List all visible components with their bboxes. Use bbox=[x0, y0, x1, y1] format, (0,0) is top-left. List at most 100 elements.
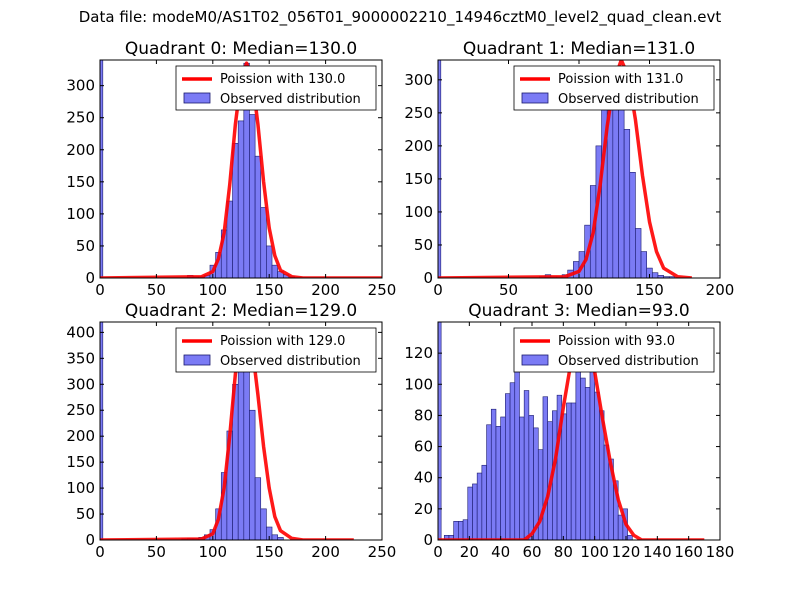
chart-title: Quadrant 1: Median=131.0 bbox=[463, 39, 695, 59]
histogram-bar bbox=[523, 390, 530, 540]
y-tick-label: 120 bbox=[404, 344, 433, 362]
x-tick-label: 150 bbox=[255, 281, 284, 299]
histogram-bar bbox=[627, 535, 633, 540]
y-tick-label: 50 bbox=[76, 237, 95, 255]
histogram-bar bbox=[589, 354, 595, 540]
poisson-curve bbox=[438, 60, 692, 278]
x-tick-label: 160 bbox=[674, 543, 703, 561]
x-tick-label: 140 bbox=[643, 543, 672, 561]
y-tick-label: 50 bbox=[76, 505, 95, 523]
x-tick-label: 100 bbox=[198, 543, 227, 561]
histogram-bar bbox=[490, 408, 497, 540]
histogram-bar bbox=[537, 449, 544, 540]
legend-label-poisson: Poission with 130.0 bbox=[220, 72, 345, 87]
histogram-bar bbox=[260, 508, 267, 540]
y-tick-label: 100 bbox=[66, 479, 95, 497]
histogram-bar bbox=[254, 477, 262, 540]
page-title: Data file: modeM0/AS1T02_056T01_90000022… bbox=[78, 8, 722, 26]
x-tick-label: 50 bbox=[147, 543, 166, 561]
histogram-bar bbox=[260, 207, 267, 278]
histogram-bar bbox=[509, 382, 516, 540]
histogram-bar bbox=[561, 413, 567, 540]
y-tick-label: 200 bbox=[404, 137, 433, 155]
legend-label-observed: Observed distribution bbox=[558, 354, 699, 369]
y-tick-label: 250 bbox=[66, 401, 95, 419]
quadrant-1-chart: 0 50 100 150 200 0 50 100 150 200 250 300 Quadrant 1… bbox=[404, 39, 734, 299]
y-tick-label: 250 bbox=[404, 104, 433, 122]
legend-label-observed: Observed distribution bbox=[220, 354, 361, 369]
y-tick-label: 20 bbox=[414, 500, 433, 518]
y-tick-label: 200 bbox=[66, 141, 95, 159]
y-tick-label: 0 bbox=[423, 269, 433, 287]
histogram-bar bbox=[580, 377, 586, 540]
axes-frame bbox=[99, 321, 383, 541]
y-tick-label: 0 bbox=[85, 269, 95, 287]
histogram-bar bbox=[514, 366, 520, 540]
histogram-bar bbox=[249, 114, 256, 278]
quadrant-3-chart: 0 20 40 60 80 100 120 140 160 180020406080100120Q… bbox=[404, 301, 734, 561]
histogram-bar bbox=[519, 416, 525, 540]
y-tick-label: 300 bbox=[66, 375, 95, 393]
x-tick-label: 250 bbox=[368, 281, 397, 299]
histogram-bar bbox=[629, 172, 636, 278]
x-tick-label: 0 bbox=[433, 543, 443, 561]
y-tick-label: 40 bbox=[414, 469, 433, 487]
x-tick-label: 100 bbox=[565, 281, 594, 299]
histogram-bar bbox=[481, 464, 487, 540]
legend-label-observed: Observed distribution bbox=[558, 92, 699, 107]
legend-bar-swatch bbox=[183, 92, 211, 104]
histogram-bar bbox=[237, 120, 245, 278]
histogram-bar bbox=[472, 483, 478, 540]
histogram-bar bbox=[640, 251, 647, 278]
x-tick-label: 150 bbox=[255, 543, 284, 561]
x-tick-label: 0 bbox=[95, 281, 105, 299]
quadrant-2-plot-area bbox=[100, 322, 354, 540]
histogram-bar bbox=[266, 245, 273, 278]
legend: Poission with 131.0 Observed distribution bbox=[513, 65, 715, 111]
histogram-bar bbox=[458, 521, 464, 540]
legend-label-poisson: Poission with 131.0 bbox=[558, 72, 683, 87]
x-tick-label: 0 bbox=[95, 543, 105, 561]
y-tick-label: 400 bbox=[66, 323, 95, 341]
x-tick-label: 100 bbox=[198, 281, 227, 299]
y-tick-label: 150 bbox=[66, 453, 95, 471]
histogram-bar bbox=[476, 472, 483, 540]
histogram-bar bbox=[495, 426, 501, 540]
histogram-bar bbox=[467, 486, 473, 540]
histogram-bar bbox=[528, 415, 534, 540]
y-tick-label: 300 bbox=[66, 77, 95, 95]
x-tick-label: 250 bbox=[368, 543, 397, 561]
y-tick-label: 100 bbox=[66, 205, 95, 223]
quadrant-2-chart: 0 50 100 150 200 250 0 50 100 150 200 250 300 350 400 Q… bbox=[66, 301, 396, 561]
histogram-bar bbox=[623, 129, 631, 278]
histogram-bar bbox=[462, 519, 469, 540]
histogram-bar bbox=[243, 368, 250, 540]
histogram-bar bbox=[453, 521, 459, 540]
chart-title: Quadrant 3: Median=93.0 bbox=[468, 301, 690, 321]
histogram-bar bbox=[617, 514, 624, 540]
y-tick-label: 150 bbox=[404, 170, 433, 188]
x-tick-label: 20 bbox=[460, 543, 479, 561]
x-tick-label: 200 bbox=[311, 543, 340, 561]
axes-frame bbox=[99, 59, 383, 279]
histogram-bar bbox=[505, 393, 511, 540]
x-tick-label: 100 bbox=[580, 543, 609, 561]
y-tick-label: 300 bbox=[404, 71, 433, 89]
y-tick-label: 200 bbox=[66, 427, 95, 445]
legend-bar-swatch bbox=[521, 354, 549, 366]
y-tick-label: 100 bbox=[404, 375, 433, 393]
histogram-bar bbox=[271, 264, 278, 278]
y-tick-label: 100 bbox=[404, 203, 433, 221]
histogram-bar bbox=[575, 365, 581, 540]
histogram-bar bbox=[635, 228, 642, 278]
histogram-bar bbox=[271, 534, 278, 540]
quadrant-0-plot-area bbox=[100, 60, 382, 278]
histogram-bar bbox=[618, 105, 625, 278]
edge-bar bbox=[438, 322, 442, 540]
histogram-bar bbox=[254, 155, 262, 278]
legend: Poission with 93.0 Observed distribution bbox=[513, 327, 715, 373]
y-tick-label: 0 bbox=[85, 531, 95, 549]
x-tick-label: 60 bbox=[522, 543, 541, 561]
x-tick-label: 50 bbox=[499, 281, 518, 299]
